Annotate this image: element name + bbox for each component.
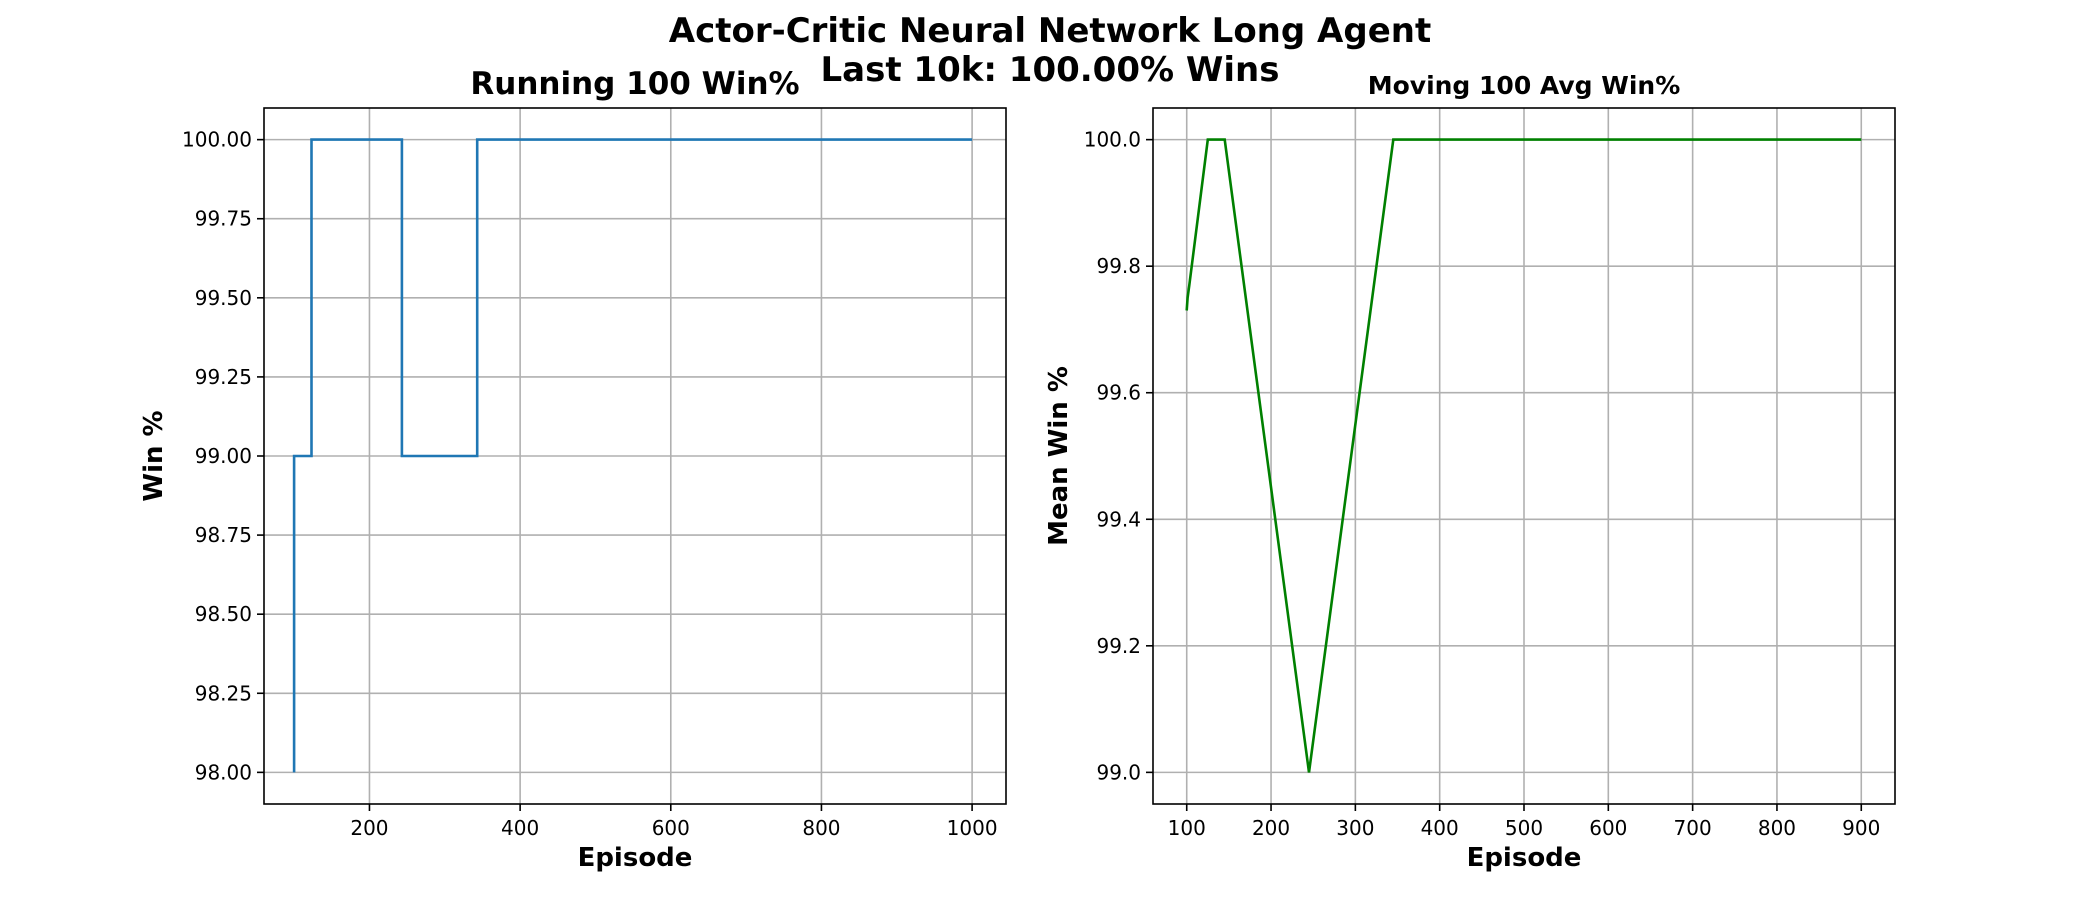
left-series-line xyxy=(292,138,973,773)
right-y-axis-label: Mean Win % xyxy=(1044,366,1074,546)
left-x-tick-label: 400 xyxy=(501,816,539,840)
right-x-tick-label: 500 xyxy=(1505,816,1543,840)
right-y-tick-label: 99.2 xyxy=(1096,634,1141,658)
right-grid xyxy=(1153,108,1895,804)
left-x-axis-label: Episode xyxy=(578,843,693,873)
left-y-tick-label: 98.25 xyxy=(195,681,252,705)
left-series xyxy=(292,138,973,773)
right-chart-title: Moving 100 Avg Win% xyxy=(1368,71,1681,100)
right-x-tick-label: 200 xyxy=(1252,816,1290,840)
left-ticks: 200 400 600 800 1000 98.00 98.25 98.50 98.75 99.0… xyxy=(182,128,998,840)
left-chart-title: Running 100 Win% xyxy=(470,66,799,102)
right-x-tick-label: 700 xyxy=(1674,816,1712,840)
right-x-tick-label: 800 xyxy=(1758,816,1796,840)
right-x-tick-label: 400 xyxy=(1421,816,1459,840)
left-x-tick-label: 1000 xyxy=(947,816,998,840)
right-y-tick-label: 99.6 xyxy=(1096,381,1141,405)
right-x-axis-label: Episode xyxy=(1467,843,1582,873)
right-y-tick-label: 99.4 xyxy=(1096,507,1141,531)
left-y-axis-label: Win % xyxy=(139,410,169,501)
left-y-tick-label: 99.00 xyxy=(195,444,252,468)
right-chart: 100 200 300 400 500 600 700 800 900 99.0 99.2 99.4 9… xyxy=(1044,71,1896,873)
left-y-tick-label: 99.25 xyxy=(195,365,252,389)
right-axes-frame xyxy=(1152,107,1896,805)
left-chart: 200 400 600 800 1000 98.00 98.25 98.50 98.75 99.0… xyxy=(139,66,1007,873)
left-y-tick-label: 98.00 xyxy=(195,760,252,784)
left-x-tick-label: 200 xyxy=(350,816,388,840)
right-y-tick-label: 99.0 xyxy=(1096,760,1141,784)
right-series-line xyxy=(1185,138,1862,773)
right-y-tick-label: 99.8 xyxy=(1096,254,1141,278)
right-x-tick-label: 600 xyxy=(1589,816,1627,840)
left-x-tick-label: 600 xyxy=(652,816,690,840)
figure-subtitle: Last 10k: 100.00% Wins xyxy=(821,50,1280,90)
right-x-tick-label: 100 xyxy=(1168,816,1206,840)
figure-title: Actor-Critic Neural Network Long Agent xyxy=(669,11,1431,51)
right-x-tick-label: 300 xyxy=(1336,816,1374,840)
left-y-tick-label: 98.50 xyxy=(195,602,252,626)
left-y-tick-label: 100.00 xyxy=(182,128,252,152)
left-y-tick-label: 99.75 xyxy=(195,207,252,231)
left-y-tick-label: 98.75 xyxy=(195,523,252,547)
right-y-tick-label: 100.0 xyxy=(1084,128,1141,152)
left-x-tick-label: 800 xyxy=(802,816,840,840)
left-y-tick-label: 99.50 xyxy=(195,286,252,310)
right-series xyxy=(1185,138,1862,773)
right-ticks: 100 200 300 400 500 600 700 800 900 99.0 99.2 99.4 9… xyxy=(1084,128,1881,840)
right-x-tick-label: 900 xyxy=(1842,816,1880,840)
left-axes-frame xyxy=(263,107,1007,805)
